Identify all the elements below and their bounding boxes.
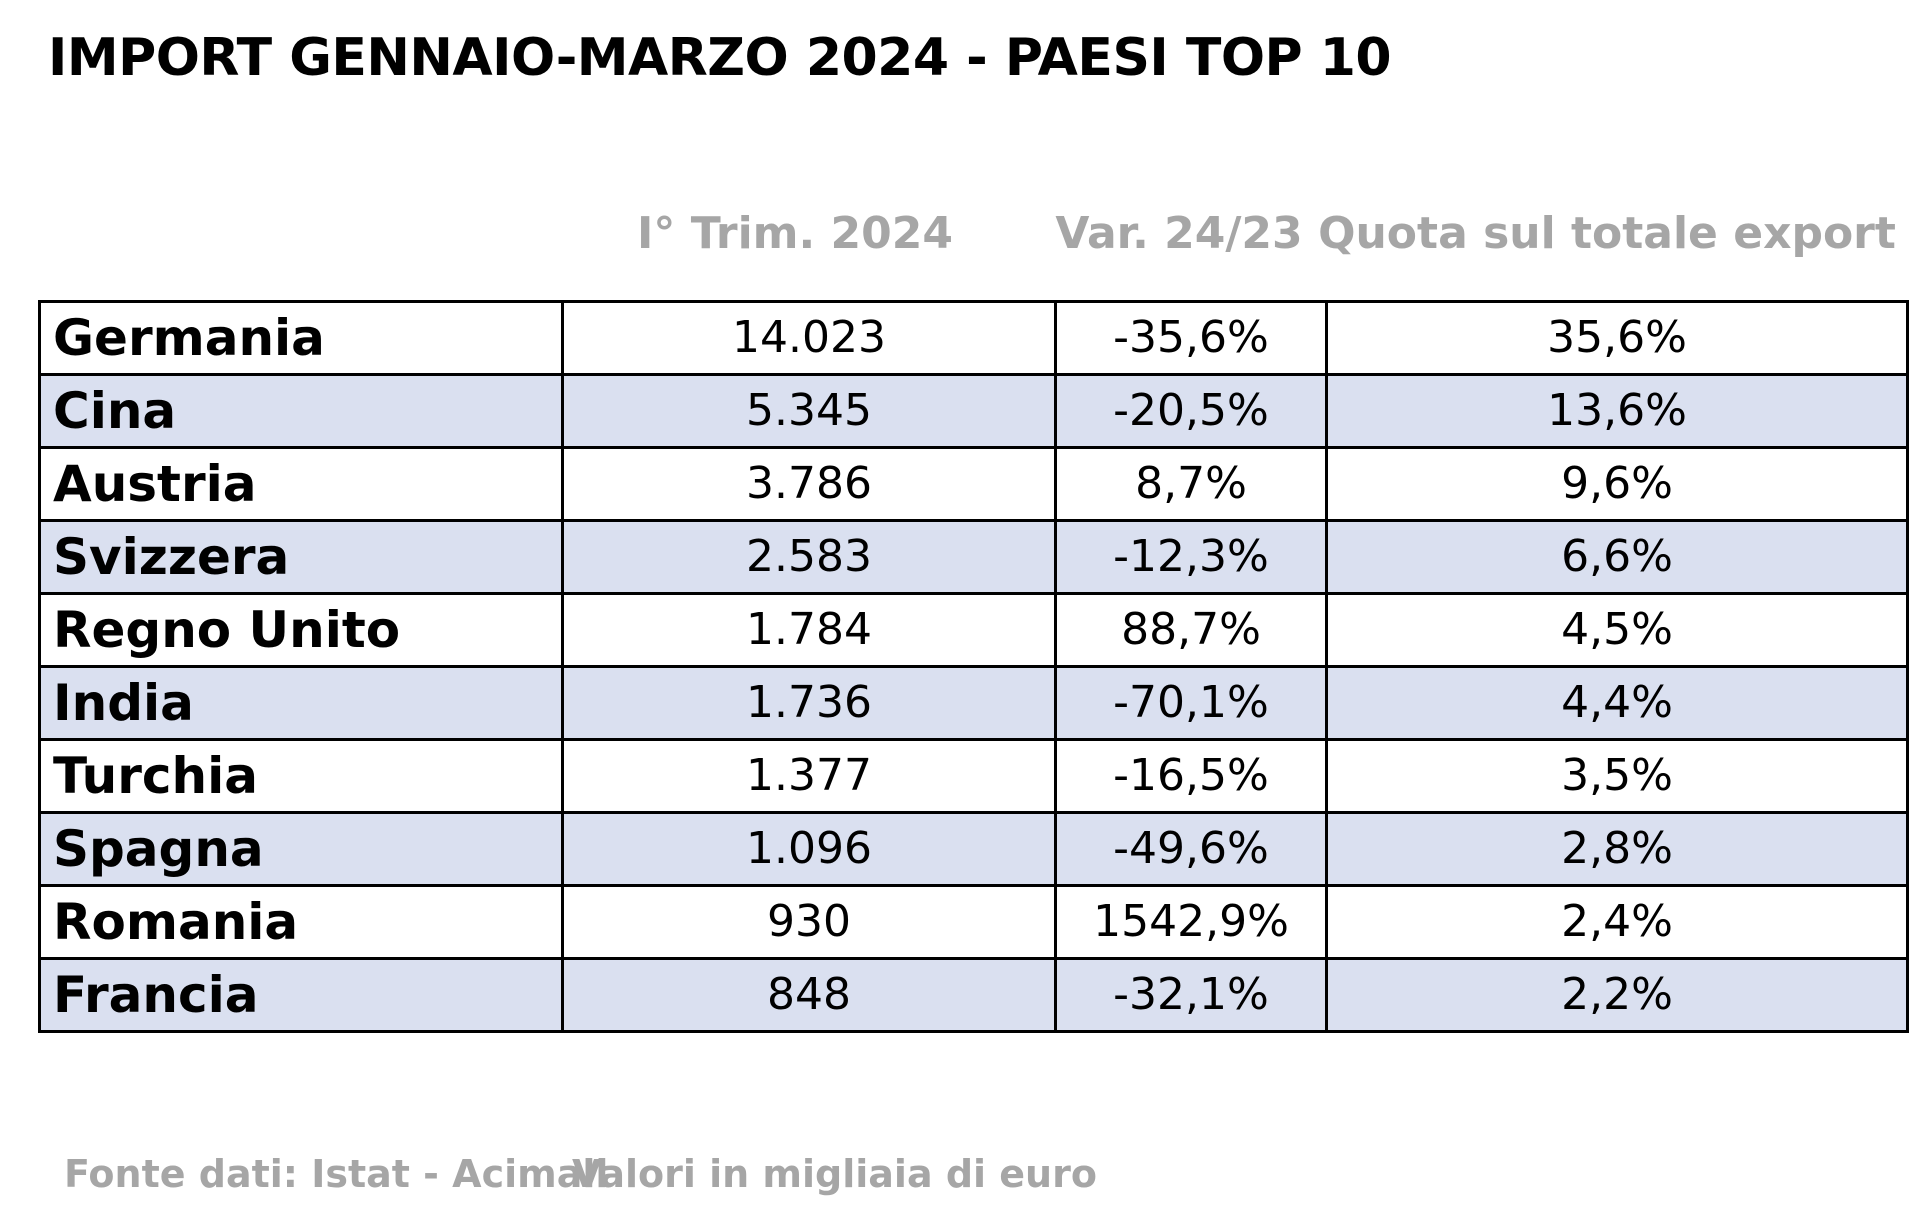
table-row: Turchia 1.377 -16,5% 3,5% [38,738,1909,814]
footer-source: Fonte dati: Istat - Acimall [64,1152,609,1196]
country-cell: Turchia [38,738,564,814]
value-cell: 5.345 [561,373,1057,449]
table-body: Germania 14.023 -35,6% 35,6% Cina 5.345 -20,5%… [38,300,1909,1033]
value-cell: 14.023 [561,300,1057,376]
share-cell: 3,5% [1325,738,1909,814]
footer-units: Valori in migliaia di euro [572,1152,1097,1196]
country-cell: India [38,665,564,741]
country-cell: Svizzera [38,519,564,595]
variation-cell: 88,7% [1054,592,1328,668]
value-cell: 3.786 [561,446,1057,522]
share-cell: 2,8% [1325,811,1909,887]
value-cell: 2.583 [561,519,1057,595]
share-cell: 2,2% [1325,957,1909,1033]
share-cell: 2,4% [1325,884,1909,960]
share-cell: 35,6% [1325,300,1909,376]
country-cell: Francia [38,957,564,1033]
value-cell: 1.096 [561,811,1057,887]
share-cell: 13,6% [1325,373,1909,449]
table-row: Spagna 1.096 -49,6% 2,8% [38,811,1909,887]
variation-cell: -16,5% [1054,738,1328,814]
variation-cell: -20,5% [1054,373,1328,449]
column-header-share: Quota sul totale export [1318,208,1896,259]
country-cell: Germania [38,300,564,376]
page-title: IMPORT GENNAIO-MARZO 2024 - PAESI TOP 10 [48,28,1392,88]
table-row: Francia 848 -32,1% 2,2% [38,957,1909,1033]
share-cell: 4,5% [1325,592,1909,668]
share-cell: 9,6% [1325,446,1909,522]
country-cell: Cina [38,373,564,449]
variation-cell: -70,1% [1054,665,1328,741]
table-row: Cina 5.345 -20,5% 13,6% [38,373,1909,449]
value-cell: 1.736 [561,665,1057,741]
country-cell: Regno Unito [38,592,564,668]
table-row: Regno Unito 1.784 88,7% 4,5% [38,592,1909,668]
table-row: Svizzera 2.583 -12,3% 6,6% [38,519,1909,595]
variation-cell: -12,3% [1054,519,1328,595]
variation-cell: -49,6% [1054,811,1328,887]
value-cell: 1.784 [561,592,1057,668]
table-row: Austria 3.786 8,7% 9,6% [38,446,1909,522]
column-header-variation: Var. 24/23 [1055,208,1303,259]
column-header-quarter: I° Trim. 2024 [637,208,953,259]
share-cell: 6,6% [1325,519,1909,595]
country-cell: Austria [38,446,564,522]
table-row: India 1.736 -70,1% 4,4% [38,665,1909,741]
value-cell: 930 [561,884,1057,960]
variation-cell: 8,7% [1054,446,1328,522]
variation-cell: 1542,9% [1054,884,1328,960]
variation-cell: -35,6% [1054,300,1328,376]
country-cell: Romania [38,884,564,960]
table-row: Germania 14.023 -35,6% 35,6% [38,300,1909,376]
table-row: Romania 930 1542,9% 2,4% [38,884,1909,960]
import-table: Germania 14.023 -35,6% 35,6% Cina 5.345 -20,5%… [38,300,1909,1033]
country-cell: Spagna [38,811,564,887]
value-cell: 848 [561,957,1057,1033]
value-cell: 1.377 [561,738,1057,814]
share-cell: 4,4% [1325,665,1909,741]
variation-cell: -32,1% [1054,957,1328,1033]
